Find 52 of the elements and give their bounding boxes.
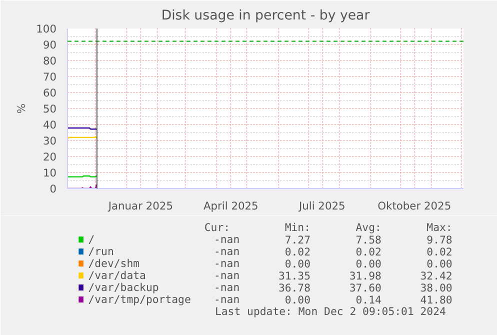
- text: -nan: [214, 257, 240, 270]
- text: 0.02: [284, 246, 311, 258]
- legend-label: /dev/shm: [88, 257, 140, 270]
- text: 0.00: [284, 258, 311, 270]
- text: Max:: [426, 221, 452, 234]
- x-tick-label: April 2025: [203, 200, 258, 212]
- text: 36.78: [278, 282, 311, 294]
- y-tick-label: 40: [42, 118, 57, 132]
- y-tick-label: 100: [36, 22, 57, 36]
- y-tick-label: 80: [42, 54, 57, 68]
- text: Min:: [284, 221, 311, 234]
- y-tick-label: 50: [42, 102, 57, 116]
- y-tick-label: 0: [50, 182, 57, 196]
- y-axis-title: %: [15, 103, 28, 114]
- y-tick-label: 20: [42, 150, 57, 164]
- text: 0.02: [426, 246, 452, 258]
- text: 0.14: [356, 294, 382, 306]
- legend-label: /var/data: [88, 269, 146, 282]
- text: 9.78: [426, 234, 452, 246]
- text: -nan: [214, 233, 240, 246]
- legend-label: /: [88, 233, 95, 246]
- legend-label: /var/backup: [88, 281, 159, 294]
- chart-title: Disk usage in percent - by year: [161, 8, 370, 24]
- x-tick-label: Oktober 2025: [378, 200, 452, 212]
- text: 7.58: [356, 234, 382, 246]
- text: 31.98: [349, 270, 382, 282]
- text: Avg:: [356, 221, 382, 234]
- y-tick-label: 60: [42, 86, 57, 100]
- text: 32.42: [420, 270, 452, 282]
- y-tick-label: 90: [42, 38, 57, 52]
- text: 0.02: [356, 246, 382, 258]
- text: 0.00: [426, 258, 452, 270]
- y-tick-label: 30: [42, 134, 57, 148]
- text: 31.35: [278, 270, 311, 282]
- text: Last update: Mon Dec 2 09:05:01 2024: [214, 305, 446, 318]
- x-tick-label: Januar 2025: [107, 200, 173, 212]
- text: 38.00: [420, 282, 452, 294]
- text: -nan: [214, 293, 240, 306]
- text: Cur:: [204, 221, 230, 234]
- text: 0.00: [356, 258, 382, 270]
- text: 41.80: [420, 294, 452, 306]
- legend-label: /run: [88, 245, 114, 258]
- y-tick-label: 70: [42, 70, 57, 84]
- text: -nan: [214, 245, 240, 258]
- text: 0.00: [284, 294, 311, 306]
- y-tick-label: 10: [42, 166, 57, 180]
- text: 7.27: [284, 234, 311, 246]
- text: -nan: [214, 269, 240, 282]
- x-tick-label: Juli 2025: [298, 200, 346, 212]
- legend-label: /var/tmp/portage: [88, 293, 191, 306]
- text: 37.60: [349, 282, 382, 294]
- text: -nan: [214, 281, 240, 294]
